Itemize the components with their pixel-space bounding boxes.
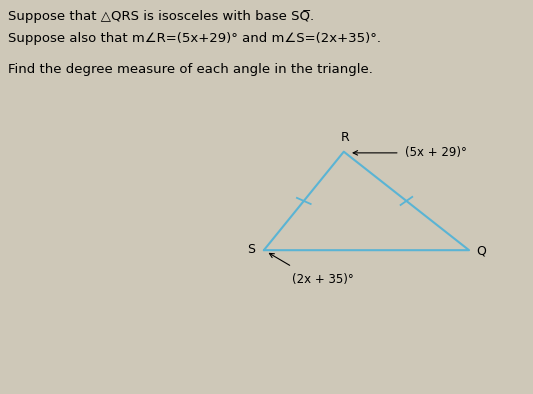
Text: (2x + 35)°: (2x + 35)° <box>292 273 354 286</box>
Text: Q: Q <box>476 245 486 258</box>
Text: S: S <box>247 243 255 255</box>
Text: R: R <box>341 131 350 144</box>
Text: Suppose that △QRS is isosceles with base SQ̅.: Suppose that △QRS is isosceles with base… <box>8 10 314 23</box>
Text: Suppose also that m∠R=(5x+29)° and m∠S=(2x+35)°.: Suppose also that m∠R=(5x+29)° and m∠S=(… <box>8 32 381 45</box>
Text: Find the degree measure of each angle in the triangle.: Find the degree measure of each angle in… <box>8 63 373 76</box>
Text: (5x + 29)°: (5x + 29)° <box>405 147 467 159</box>
